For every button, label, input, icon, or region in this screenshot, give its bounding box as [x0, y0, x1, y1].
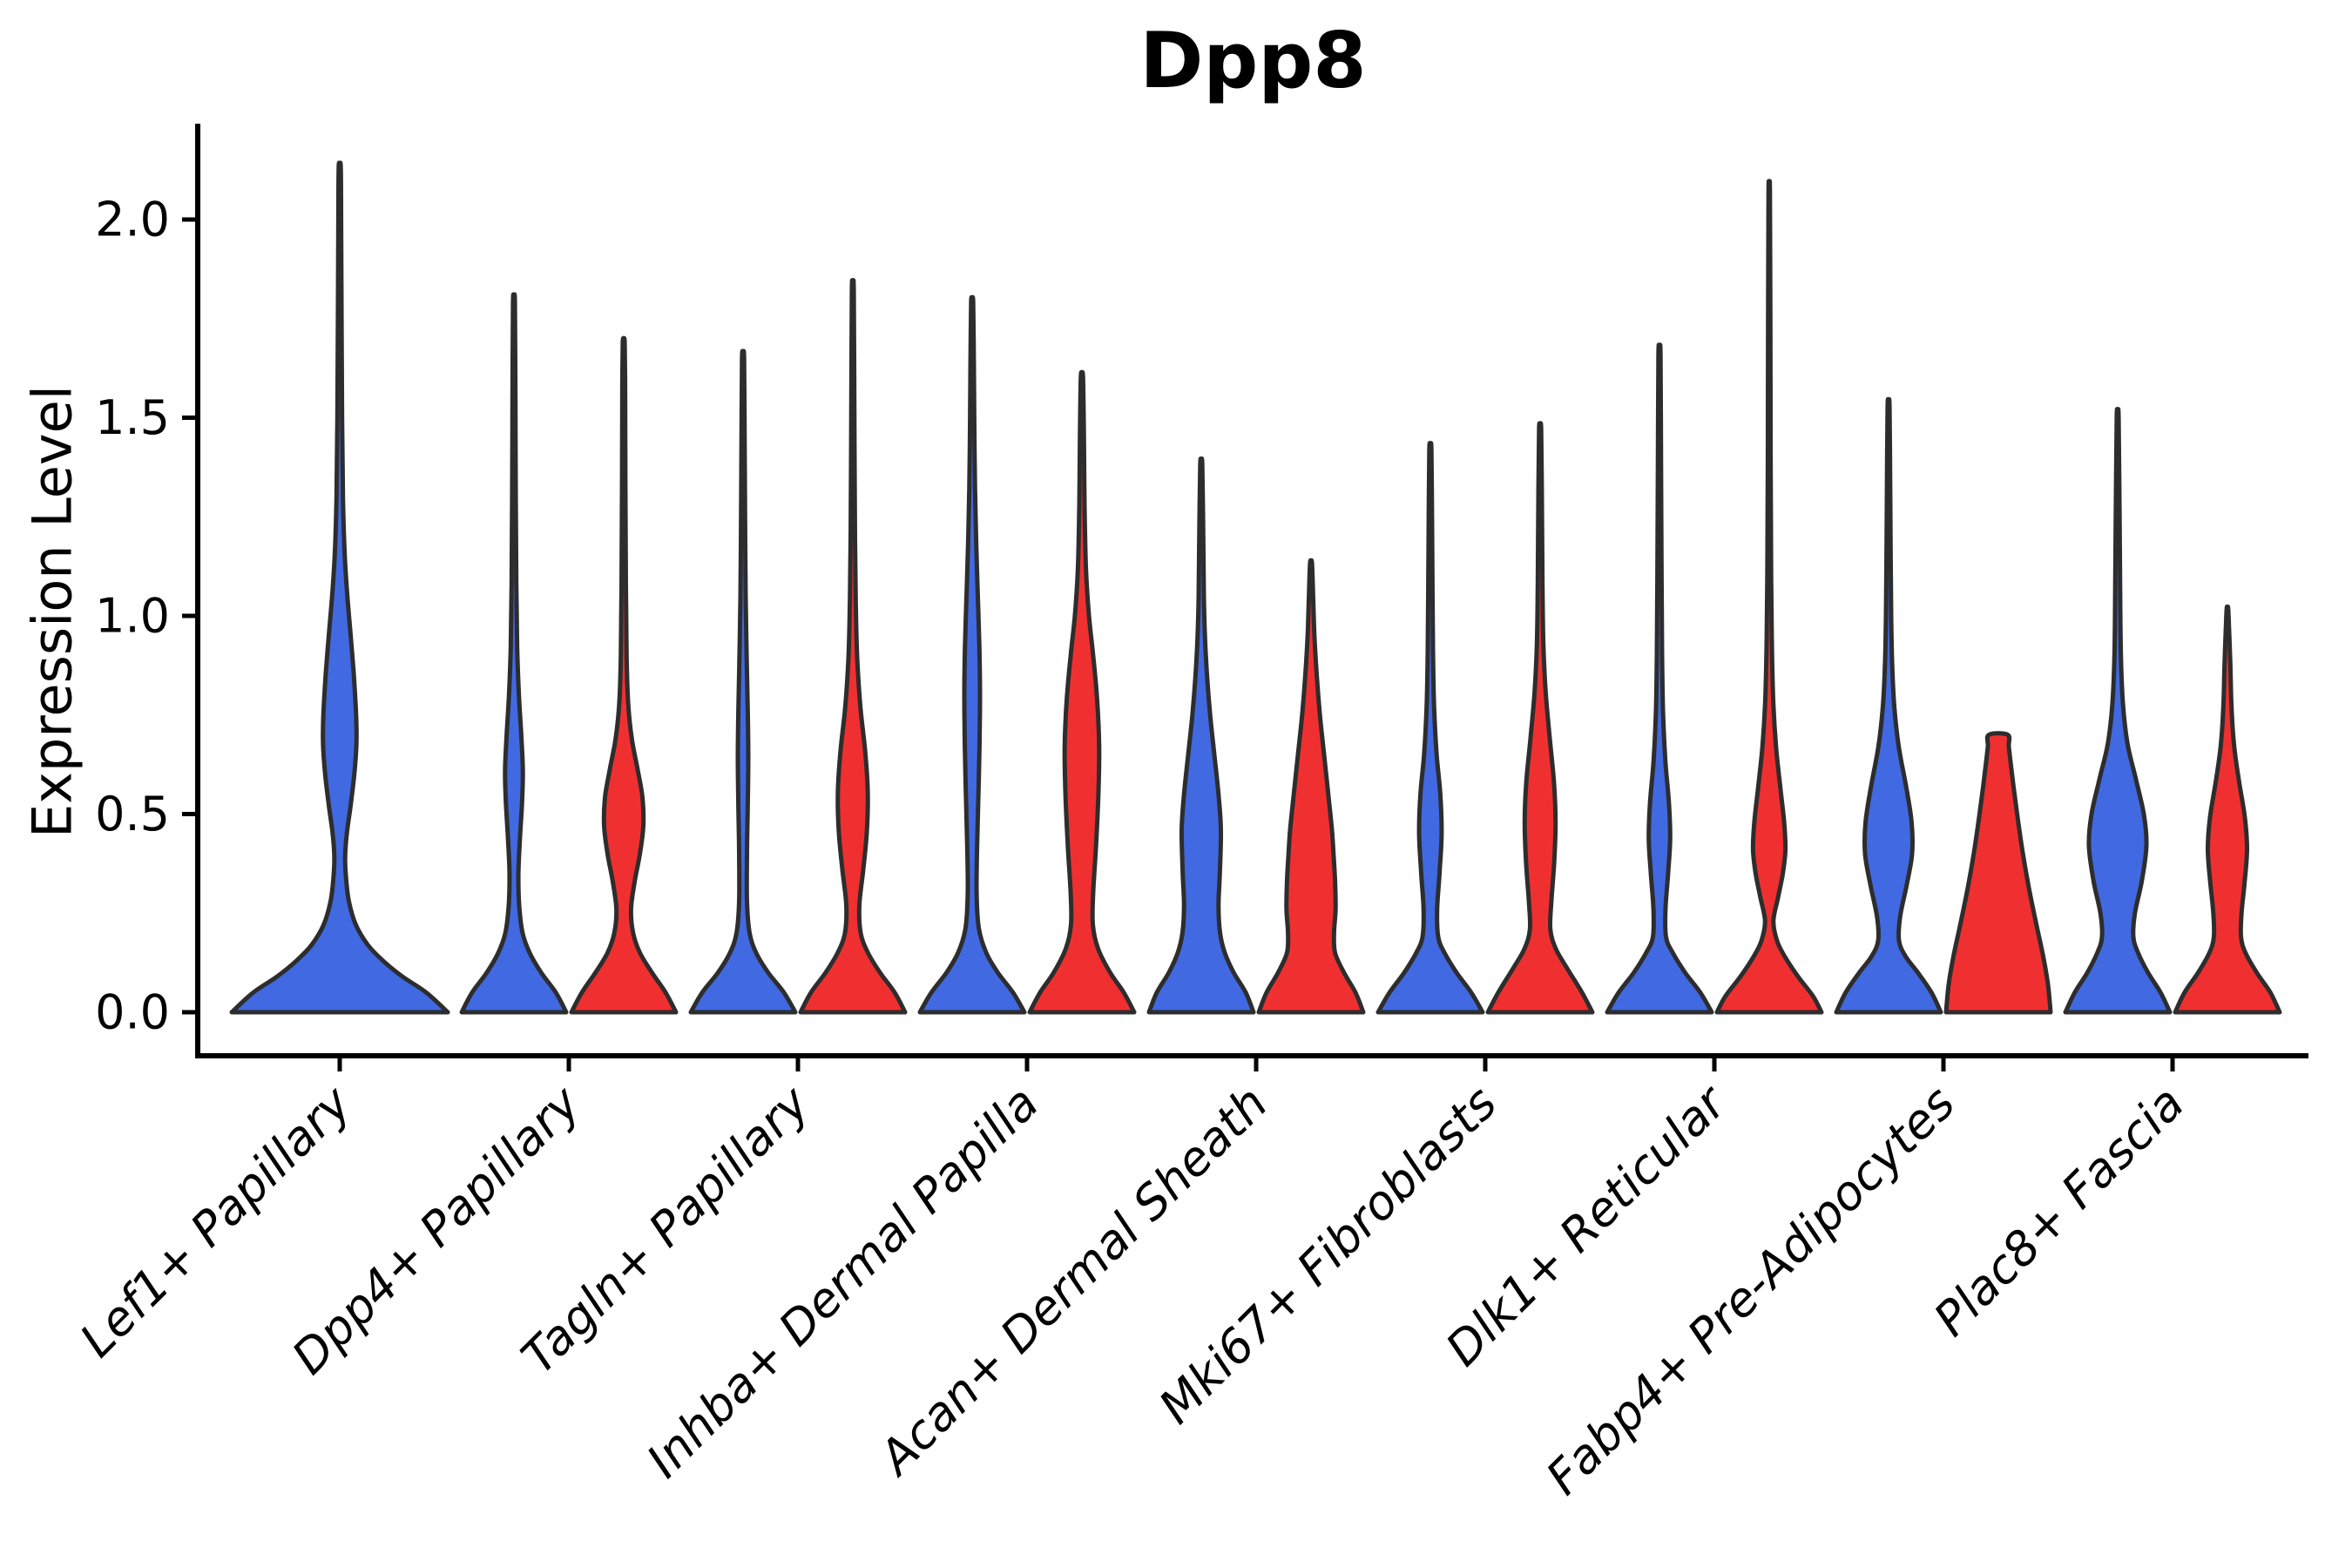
violin-plac8-fascia-red [2173, 605, 2282, 1015]
y-tick-label: 0.5 [95, 787, 170, 841]
y-axis-title: Expression Level [20, 385, 84, 838]
x-category-label: Plac8+ Fascia [1923, 1076, 2194, 1347]
violin-fabp4-pre-adipocytes-red [1943, 731, 2053, 1015]
violin-mki67-fibroblasts-blue [1375, 441, 1485, 1015]
chart-title: Dpp8 [1139, 16, 1367, 105]
violin-mki67-fibroblasts-red [1485, 421, 1595, 1015]
violin-dpp4-papillary-red [569, 335, 679, 1015]
violin-tagln-papillary-red [798, 278, 908, 1015]
violin-tagln-papillary-blue [688, 348, 798, 1015]
y-tick-label: 2.0 [95, 193, 170, 247]
x-category-label: Fabp4+ Pre-Adipocytes [1536, 1076, 1965, 1505]
violin-dlk1-reticular-blue [1605, 342, 1714, 1015]
violin-dpp4-papillary-blue [459, 292, 569, 1015]
y-tick-label: 1.0 [95, 589, 170, 644]
violin-inhba-dermal-papilla-red [1027, 369, 1137, 1015]
violin-dlk1-reticular-red [1714, 179, 1824, 1015]
y-tick-label: 1.5 [95, 390, 170, 445]
violin-plac8-fascia-blue [2063, 407, 2173, 1015]
violin-inhba-dermal-papilla-blue [917, 294, 1027, 1015]
violin-fabp4-pre-adipocytes-blue [1834, 396, 1943, 1015]
x-category-label: Inhba+ Dermal Papilla [636, 1076, 1049, 1489]
x-category-label: Acan+ Dermal Sheath [867, 1076, 1278, 1487]
violin-lef1-papillary-blue [229, 160, 450, 1015]
y-tick-label: 0.0 [95, 985, 170, 1040]
violin-acan-dermal-sheath-blue [1146, 456, 1256, 1015]
violin-acan-dermal-sheath-red [1256, 558, 1366, 1015]
